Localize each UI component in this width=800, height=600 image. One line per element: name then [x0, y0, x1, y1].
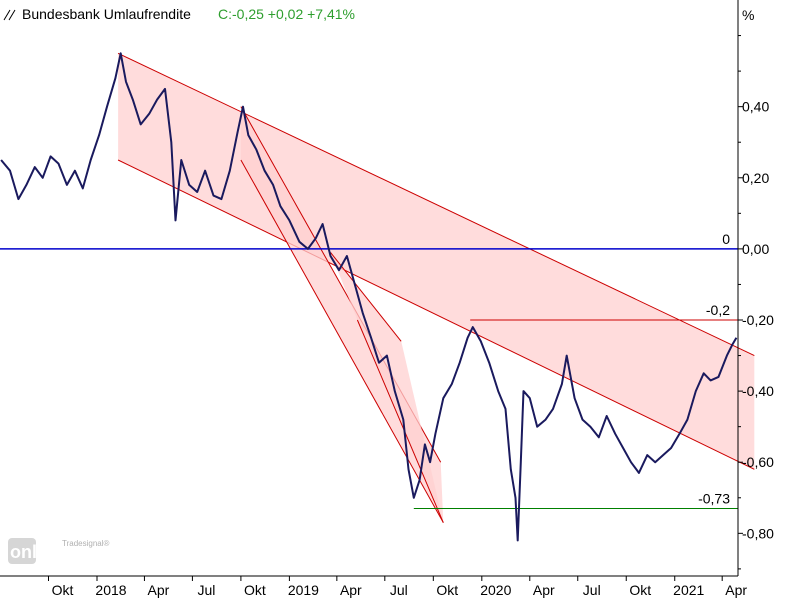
channel-lower-line-1	[240, 159, 444, 523]
tradesignal-logo: online Tradesignal®	[8, 538, 110, 564]
y-tick-label-4: -0,40	[742, 383, 774, 399]
channel-lower-line-2	[356, 319, 444, 523]
x-tick-label-4: Okt	[244, 582, 266, 598]
channel-upper-line-2	[330, 252, 402, 342]
x-tick-label-1: 2018	[95, 582, 126, 598]
logo-product: online	[10, 542, 63, 562]
quote-text: C:-0,25 +0,02 +7,41%	[218, 6, 355, 22]
price-line	[0, 52, 738, 542]
x-tick-label-7: Jul	[390, 582, 408, 598]
price-series	[0, 52, 738, 542]
channel-lower-line-0	[117, 159, 755, 470]
chart-title: Bundesbank Umlaufrendite	[22, 6, 191, 22]
horizontal-levels: 0 -0,2 -0,73	[0, 231, 738, 509]
unit-label: %	[742, 7, 754, 23]
y-tick-label-1: 0,20	[742, 170, 769, 186]
channel-upper-line-0	[117, 52, 755, 357]
x-tick-label-14: Apr	[725, 582, 747, 598]
channel-fill-0	[118, 53, 755, 470]
y-tick-label-3: -0,20	[742, 312, 774, 328]
x-tick-label-11: Jul	[583, 582, 601, 598]
x-tick-label-13: 2021	[673, 582, 704, 598]
y-tick-label-5: -0,60	[742, 454, 774, 470]
x-tick-label-2: Apr	[148, 582, 170, 598]
y-axis-ticks: 0,40 0,20 0,00 -0,20 -0,40 -0,60 -0,80	[738, 35, 774, 570]
y-tick-label-6: -0,80	[742, 525, 774, 541]
x-tick-label-10: Apr	[533, 582, 555, 598]
level-label-1: -0,2	[706, 302, 730, 318]
trend-channels	[117, 52, 755, 523]
logo-badge	[8, 538, 36, 564]
logo-brand: Tradesignal®	[62, 539, 110, 548]
x-tick-label-0: Okt	[52, 582, 74, 598]
channel-fill-1	[240, 106, 444, 523]
x-tick-label-9: 2020	[480, 582, 511, 598]
x-tick-label-6: Apr	[340, 582, 362, 598]
x-tick-label-12: Okt	[629, 582, 651, 598]
indicator-icon	[3, 9, 16, 21]
level-label-0: 0	[722, 231, 730, 247]
y-tick-label-0: 0,40	[742, 99, 769, 115]
x-tick-label-3: Jul	[197, 582, 215, 598]
x-tick-label-5: 2019	[288, 582, 319, 598]
level-label-2: -0,73	[698, 490, 730, 506]
y-tick-label-2: 0,00	[742, 241, 769, 257]
chart-header: Bundesbank Umlaufrendite C:-0,25 +0,02 +…	[3, 6, 355, 22]
x-axis-ticks: Okt 2018 Apr Jul Okt 2019 Apr Jul Okt 2020 Apr Jul O…	[47, 576, 747, 598]
x-tick-label-8: Okt	[436, 582, 458, 598]
